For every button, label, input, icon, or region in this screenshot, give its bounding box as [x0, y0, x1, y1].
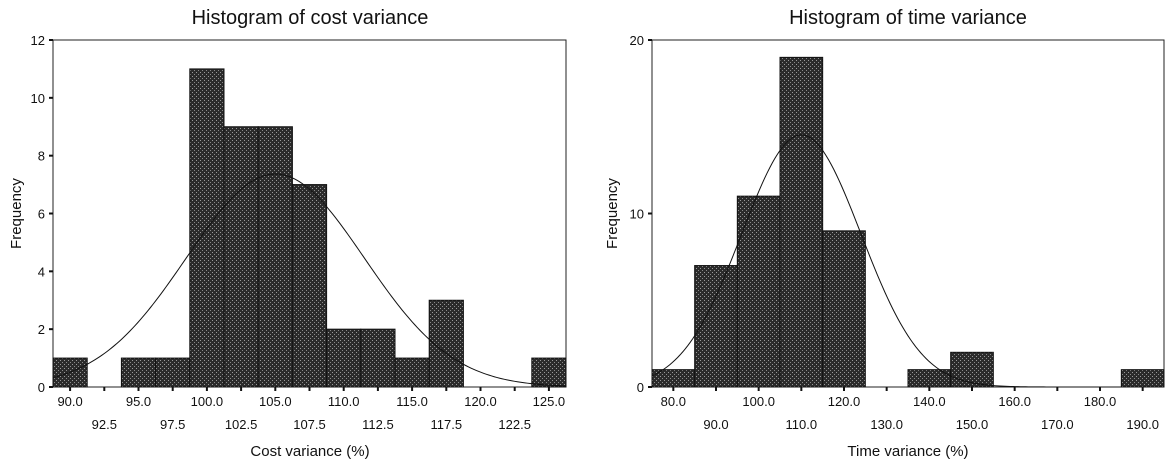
normal-curve — [52, 173, 567, 387]
histogram-bar — [1120, 369, 1165, 388]
x-tick-label: 97.5 — [160, 417, 185, 432]
y-tick-label: 10 — [630, 207, 644, 222]
x-tick-label: 90.0 — [703, 417, 728, 432]
histogram-bar — [822, 230, 866, 388]
time-variance-histogram: Histogram of time variance 0 10 20 80.0 100.0… — [604, 7, 1165, 460]
x-axis-label: Time variance (%) — [847, 443, 968, 460]
x-tick-label: 80.0 — [661, 394, 686, 409]
x-tick-label: 95.0 — [126, 394, 151, 409]
histogram-bar — [257, 126, 293, 388]
x-tick-label: 122.5 — [498, 417, 531, 432]
x-tick-label: 120.0 — [464, 394, 497, 409]
histogram-bar — [428, 299, 464, 388]
chart-title: Histogram of time variance — [789, 7, 1027, 29]
x-tick-label: 107.5 — [293, 417, 326, 432]
x-tick-label: 110.0 — [786, 417, 818, 432]
x-tick-label: 92.5 — [92, 417, 117, 432]
x-tick-label: 130.0 — [870, 417, 903, 432]
x-tick-label: 105.0 — [259, 394, 292, 409]
x-tick-label: 102.5 — [225, 417, 258, 432]
x-tick-label: 180.0 — [1084, 394, 1117, 409]
y-tick-label: 6 — [38, 207, 45, 222]
y-tick-label: 0 — [38, 380, 45, 395]
histogram-bar — [291, 184, 328, 388]
y-axis-label: Frequency — [8, 178, 25, 249]
histogram-bar — [779, 56, 824, 388]
y-axis-label: Frequency — [604, 178, 621, 249]
chart-title: Histogram of cost variance — [192, 7, 429, 29]
x-tick-label: 100.0 — [191, 394, 224, 409]
x-axis-label: Cost variance (%) — [250, 443, 369, 460]
y-tick-label: 10 — [31, 91, 45, 106]
x-tick-label: 90.0 — [57, 394, 82, 409]
y-tick-label: 8 — [38, 149, 45, 164]
x-tick-label: 150.0 — [956, 417, 989, 432]
cost-variance-histogram: Histogram of cost variance 0 2 4 6 8 10 12 90.0 9… — [8, 7, 567, 460]
x-tick-label: 110.0 — [328, 394, 360, 409]
y-tick-label: 4 — [38, 264, 45, 279]
x-tick-label: 160.0 — [998, 394, 1031, 409]
histogram-bar — [223, 126, 259, 388]
x-tick-label: 115.0 — [396, 394, 428, 409]
y-tick-label: 20 — [630, 33, 644, 48]
x-tick-label: 170.0 — [1041, 417, 1074, 432]
normal-curve — [651, 134, 1164, 388]
histogram-bar — [736, 195, 781, 388]
x-tick-label: 140.0 — [913, 394, 946, 409]
histogram-bar — [394, 357, 430, 388]
y-tick-label: 0 — [637, 380, 644, 395]
x-tick-label: 100.0 — [742, 394, 775, 409]
x-tick-label: 190.0 — [1126, 417, 1159, 432]
x-tick-label: 125.0 — [533, 394, 566, 409]
y-tick-label: 2 — [38, 322, 45, 337]
histogram-bar — [360, 328, 396, 388]
x-tick-label: 112.5 — [362, 417, 394, 432]
y-tick-label: 12 — [31, 33, 45, 48]
histogram-bar — [155, 357, 191, 388]
x-tick-label: 117.5 — [431, 417, 463, 432]
histogram-bar — [694, 265, 738, 388]
histogram-bar — [120, 357, 157, 388]
histogram-bar — [326, 328, 362, 388]
x-tick-label: 120.0 — [828, 394, 861, 409]
histogram-bar — [531, 357, 567, 388]
histogram-bar — [950, 351, 994, 388]
